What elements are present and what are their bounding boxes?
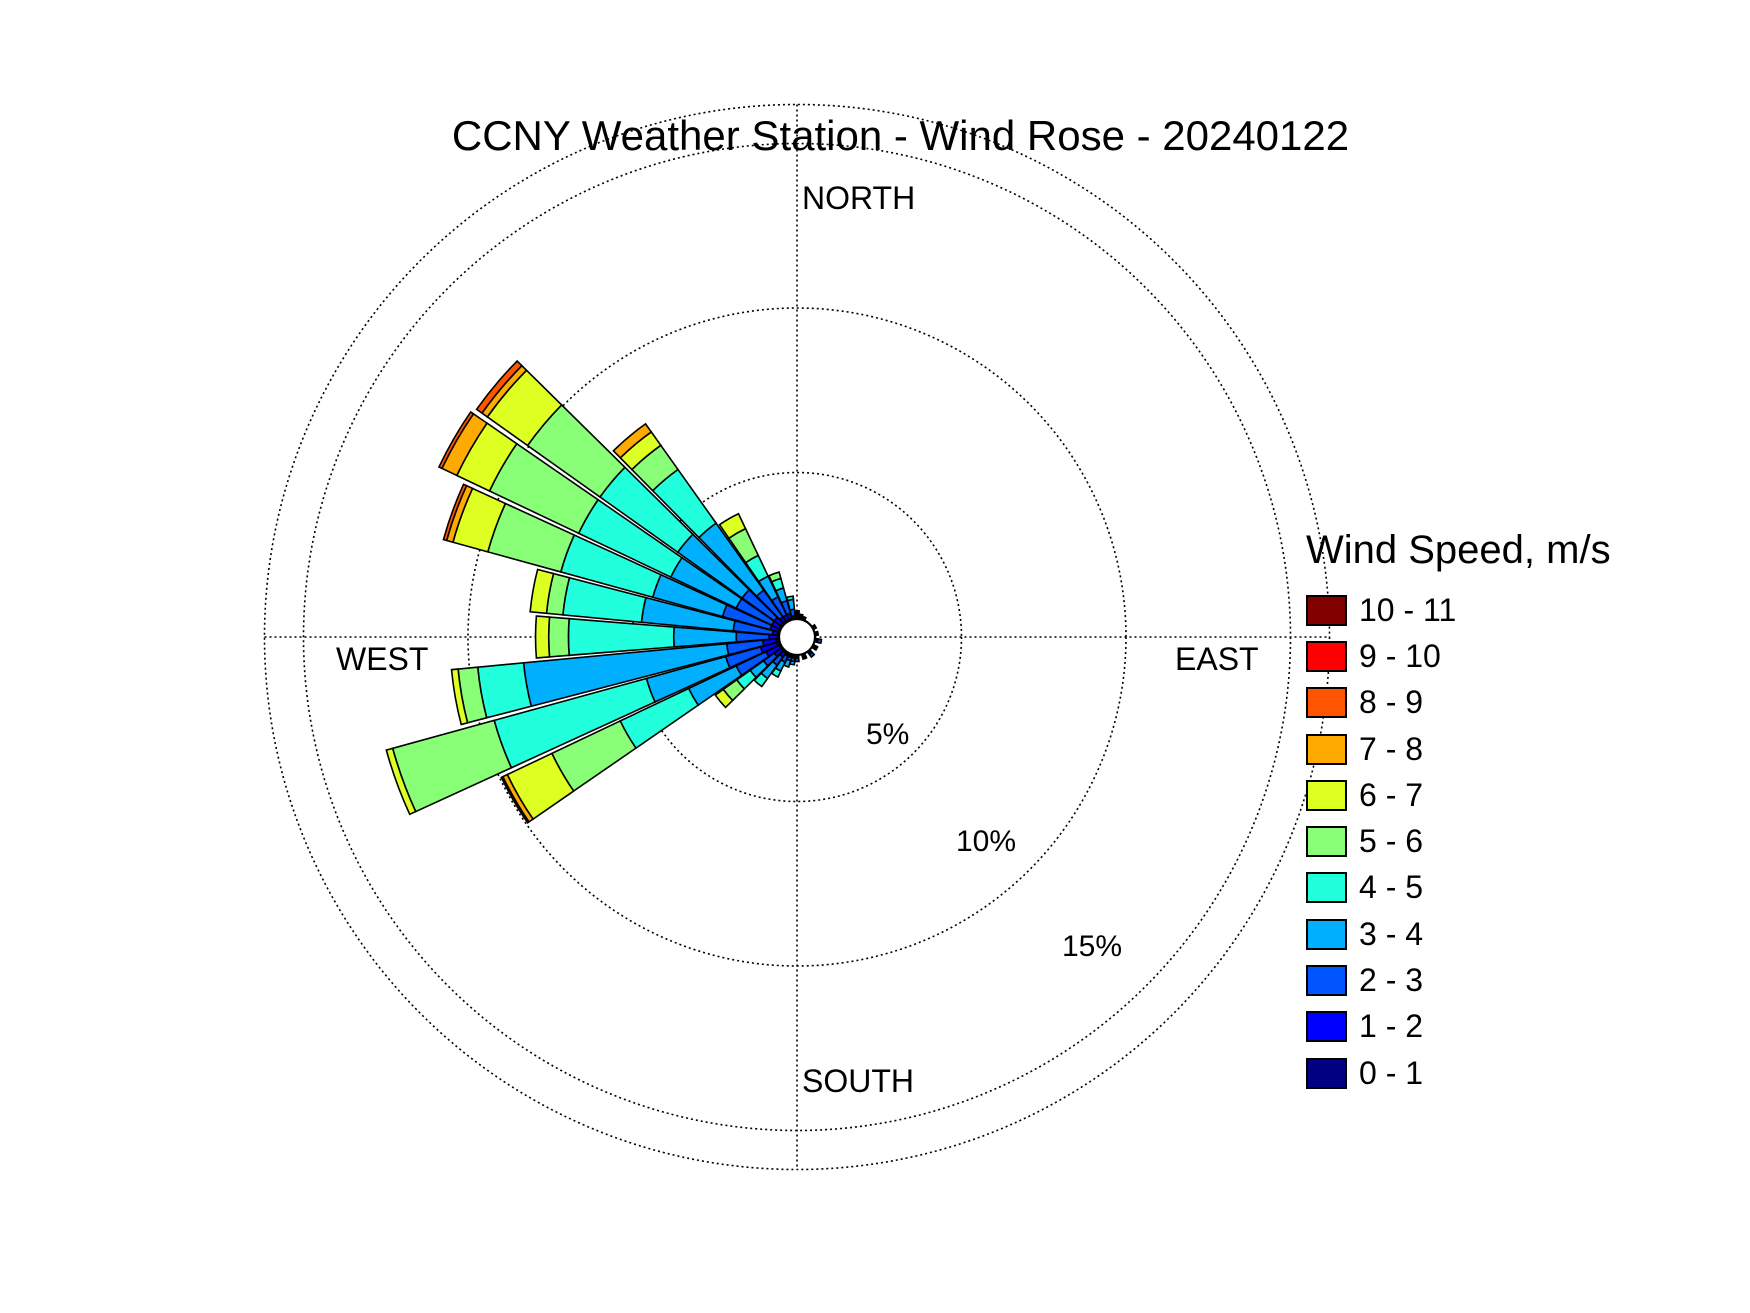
wedge-140-bin-2 [808, 651, 816, 659]
legend-item: 6 - 7 [1306, 772, 1611, 818]
legend-swatch [1306, 965, 1347, 997]
wedge-350-bin-4 [785, 595, 795, 602]
direction-label-north: NORTH [802, 180, 916, 216]
legend-label: 5 - 6 [1359, 823, 1424, 860]
legend-item: 3 - 4 [1306, 911, 1611, 957]
grid-outer-ring [263, 103, 1331, 1171]
wedge-260-bin-4 [476, 661, 533, 719]
wedge-330-bin-6 [718, 512, 747, 540]
legend-item: 0 - 1 [1306, 1050, 1611, 1096]
wedge-280-bin-6 [529, 568, 555, 615]
direction-label-east: EAST [1175, 641, 1259, 677]
legend-swatch [1306, 733, 1347, 765]
legend-swatch [1306, 918, 1347, 950]
legend-swatch [1306, 1057, 1347, 1089]
ring-label-10: 10% [956, 825, 1017, 858]
legend-item: 2 - 3 [1306, 957, 1611, 1003]
legend-items: 10 - 11 9 - 10 8 - 9 7 - 8 6 - 7 5 - 6 4 - 5 3 … [1306, 587, 1611, 1096]
legend-label: 1 - 2 [1359, 1008, 1424, 1045]
wedge-270-bin-5 [547, 616, 571, 658]
chart-title: CCNY Weather Station - Wind Rose - 20240… [451, 112, 1350, 159]
wedge-260-bin-6 [450, 668, 469, 726]
direction-label-west: WEST [336, 641, 429, 677]
wedge-120-bin-2 [813, 645, 819, 652]
legend-item: 7 - 8 [1306, 726, 1611, 772]
legend-label: 7 - 8 [1359, 730, 1424, 767]
legend-label: 2 - 3 [1359, 962, 1424, 999]
legend-title: Wind Speed, m/s [1306, 528, 1611, 572]
legend-swatch [1306, 1011, 1347, 1043]
legend-item: 10 - 11 [1306, 587, 1611, 633]
legend-item: 4 - 5 [1306, 865, 1611, 911]
legend-label: 10 - 11 [1359, 591, 1457, 628]
legend: Wind Speed, m/s 10 - 11 9 - 10 8 - 9 7 - 8 6… [1306, 528, 1611, 1096]
legend-swatch [1306, 826, 1347, 858]
wedge-80-bin-1 [815, 630, 820, 637]
legend-swatch [1306, 779, 1347, 811]
legend-swatch [1306, 687, 1347, 719]
legend-item: 9 - 10 [1306, 633, 1611, 679]
wedge-230-bin-6 [714, 688, 734, 709]
wedge-20-bin-1 [801, 615, 807, 621]
wedge-240-bin-8 [500, 775, 531, 824]
wedge-60-bin-1 [812, 623, 818, 630]
legend-item: 8 - 9 [1306, 680, 1611, 726]
wedge-300-bin-8 [437, 410, 475, 470]
direction-label-south: SOUTH [802, 1063, 914, 1099]
wedge-160-bin-2 [801, 655, 808, 661]
wedge-340-bin-5 [767, 571, 782, 583]
legend-label: 4 - 5 [1359, 869, 1424, 906]
wedge-270-bin-6 [534, 615, 551, 659]
wedge-100-bin-2 [816, 638, 823, 645]
legend-item: 5 - 6 [1306, 818, 1611, 864]
legend-label: 3 - 4 [1359, 915, 1424, 952]
center-hole [777, 617, 817, 657]
sector-layer [385, 359, 823, 824]
wedge-290-bin-8 [442, 483, 468, 542]
wedge-10-bin-2 [798, 613, 804, 618]
ring-label-15: 15% [1062, 930, 1123, 963]
legend-label: 9 - 10 [1359, 637, 1441, 674]
legend-label: 0 - 1 [1359, 1054, 1424, 1091]
legend-swatch [1306, 594, 1347, 626]
legend-swatch [1306, 872, 1347, 904]
wedge-320-bin-7 [612, 422, 653, 459]
wedge-310-bin-8 [475, 359, 523, 415]
ring-label-5: 5% [866, 718, 910, 751]
wedge-250-bin-6 [385, 747, 417, 816]
legend-swatch [1306, 640, 1347, 672]
wedge-220-bin-4 [753, 672, 769, 688]
center-circle [777, 617, 817, 657]
wedge-0-bin-4 [794, 609, 800, 614]
legend-item: 1 - 2 [1306, 1004, 1611, 1050]
legend-label: 6 - 7 [1359, 776, 1424, 813]
legend-label: 8 - 9 [1359, 684, 1424, 721]
